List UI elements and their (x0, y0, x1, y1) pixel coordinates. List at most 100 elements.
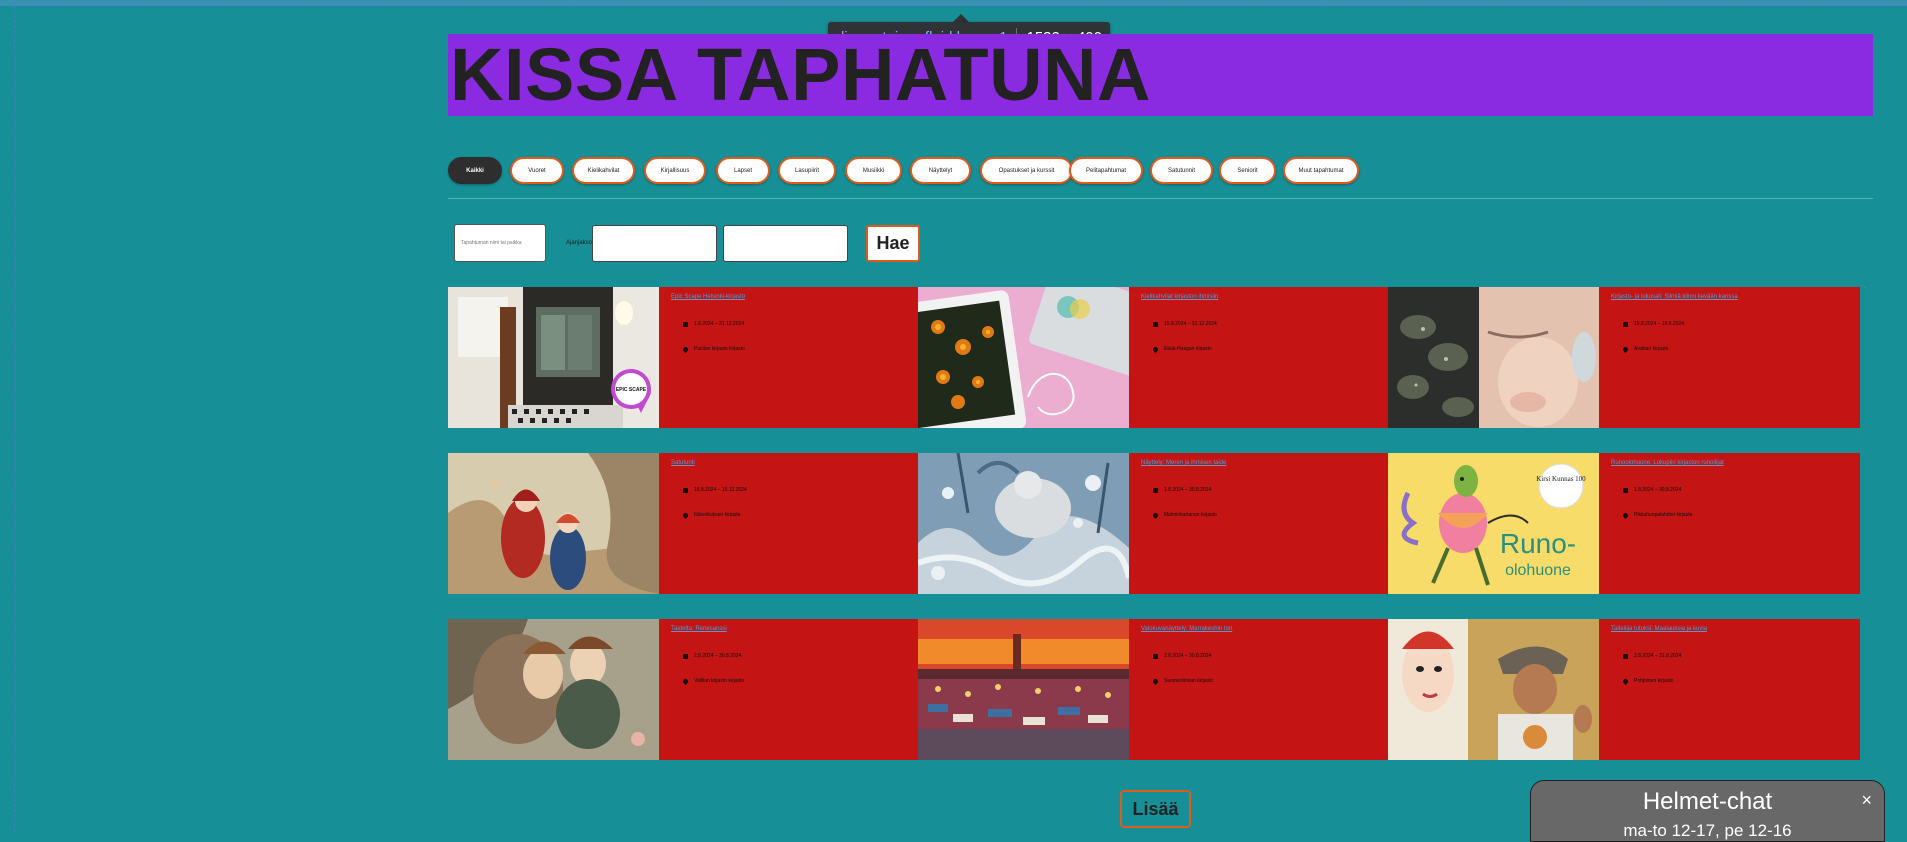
chat-title: Helmet-chat (1642, 788, 1773, 815)
event-image (1388, 619, 1599, 760)
event-title[interactable]: Valokuvanäyttely: Marrakeshin tori (1141, 626, 1233, 632)
event-image: EPIC SCAPE (448, 287, 659, 428)
event-place: Pohjoinen kirjasto (1621, 677, 1673, 685)
calendar-icon (683, 321, 688, 327)
epic-scape-pin-text: EPIC SCAPE (616, 387, 647, 393)
search-input[interactable]: Tapahtuman nimi tai paikka (454, 224, 546, 262)
location-icon (1151, 677, 1160, 685)
location-icon (681, 511, 690, 519)
category-muut[interactable]: Muut tapahtumat (1283, 157, 1359, 184)
calendar-icon (1153, 321, 1158, 327)
event-title[interactable]: Epic Scape Helsinki-kirjasto (671, 294, 746, 300)
event-title[interactable]: Näyttely: Meren ja ihmisen taide (1141, 460, 1227, 466)
calendar-icon (683, 487, 688, 493)
event-card[interactable]: EPIC SCAPE Epic Scape Helsinki-kirjasto … (448, 287, 920, 428)
event-place-text: Pasilan kirjasto kirjasto (694, 346, 745, 352)
category-opastukset[interactable]: Opastukset ja kurssit (980, 157, 1073, 184)
event-dates: 2.8.2024 – 31.8.2024 (1623, 653, 1681, 659)
site-header: KISSA TAPHATUNA (448, 34, 1873, 116)
event-dates: 1.8.2024 – 31.12.2024 (683, 321, 744, 327)
event-title[interactable]: Runoolohuone: Lukupiiri kirjaston runoil… (1611, 460, 1724, 466)
event-place: Malminkartanon kirjasto (1151, 511, 1217, 519)
category-musiikki[interactable]: Musiikki (845, 157, 902, 184)
event-place: Suomenlinnan kirjasto (1151, 677, 1214, 685)
event-card[interactable]: Kirjasto- ja lukusali: Silmiä kiinni kev… (1388, 287, 1860, 428)
event-title[interactable]: Taidetta: Renesanssi (671, 626, 727, 632)
category-lapset[interactable]: Lapset (716, 157, 770, 184)
event-place-text: Arabian kirjasto (1634, 346, 1669, 352)
event-dates: 2.8.2024 – 30.8.2024 (1153, 653, 1211, 659)
chat-hours: ma-to 12-17, pe 12-16 (1623, 821, 1792, 840)
event-place: Pasilan kirjasto kirjasto (681, 345, 745, 353)
olohuone-text: olohuone (1505, 562, 1571, 579)
load-more-button[interactable]: Lisää (1120, 790, 1191, 828)
category-nayttelyt[interactable]: Näyttelyt (910, 157, 971, 184)
site-title: KISSA TAPHATUNA (450, 33, 1151, 116)
event-card[interactable]: Satutunti 16.8.2024 – 15.12.2024 Itäkesk… (448, 453, 920, 594)
chat-widget[interactable]: Helmet-chat × ma-to 12-17, pe 12-16 (1530, 780, 1885, 842)
event-card[interactable]: Näyttely: Meren ja ihmisen taide 1.8.202… (918, 453, 1390, 594)
start-date-input[interactable] (592, 225, 717, 262)
event-place-text: Itäkeskuksen kirjasto (694, 512, 741, 518)
event-place: Pikkuhuopalahden kirjasto (1621, 511, 1693, 519)
close-icon[interactable]: × (1861, 790, 1872, 810)
category-kirjallisuus[interactable]: Kirjallisuus (644, 157, 706, 184)
divider (448, 198, 1873, 199)
event-place: Arabian kirjasto (1621, 345, 1669, 353)
devtools-highlight-left (14, 5, 15, 832)
event-dates: 15.8.2024 – 31.12.2024 (1153, 321, 1217, 327)
event-dates-text: 15.8.2024 – 31.12.2024 (1164, 321, 1217, 327)
calendar-icon (1623, 487, 1628, 493)
event-dates-text: 1.8.2024 – 30.8.2024 (1634, 487, 1682, 493)
category-kielikahvilat[interactable]: Kielikahvilat (572, 157, 635, 184)
event-card[interactable]: Taiteilija tutuksi: Maalauksia ja kuvia … (1388, 619, 1860, 760)
location-icon (681, 677, 690, 685)
location-icon (681, 345, 690, 353)
category-lasupiirit[interactable]: Lasupiirit (778, 157, 836, 184)
end-date-input[interactable] (723, 225, 848, 262)
calendar-icon (1153, 487, 1158, 493)
event-dates-text: 15.8.2024 – 19.6.2024 (1634, 321, 1685, 327)
event-place-text: Pikkuhuopalahden kirjasto (1634, 512, 1693, 518)
event-dates-text: 2.8.2024 – 31.8.2024 (1634, 653, 1682, 659)
event-dates: 2.8.2024 – 30.8.2024 (683, 653, 741, 659)
event-place: Itäkeskuksen kirjasto (681, 511, 741, 519)
event-dates-text: 2.8.2024 – 30.8.2024 (694, 653, 742, 659)
event-place-text: Vallilan kirjasto kirjasto (694, 678, 745, 684)
event-image (448, 453, 659, 594)
category-vuoret[interactable]: Vuoret (510, 157, 564, 184)
search-button[interactable]: Hae (866, 225, 920, 262)
event-dates-text: 1.8.2024 – 31.12.2024 (694, 321, 745, 327)
event-title[interactable]: Satutunti (671, 460, 695, 466)
event-dates-text: 2.8.2024 – 30.8.2024 (1164, 653, 1212, 659)
location-icon (1621, 677, 1630, 685)
event-title[interactable]: Kirjasto- ja lukusali: Silmiä kiinni kev… (1611, 294, 1738, 300)
category-satutunnit[interactable]: Satutunnit (1150, 157, 1213, 184)
event-place-text: Suomenlinnan kirjasto (1164, 678, 1214, 684)
event-place: Vallilan kirjasto kirjasto (681, 677, 745, 685)
category-seniorit[interactable]: Seniorit (1219, 157, 1276, 184)
event-title[interactable]: Kielikahvilat kirjaston ihmisiin (1141, 294, 1219, 300)
event-card[interactable]: Kielikahvilat kirjaston ihmisiin 15.8.20… (918, 287, 1390, 428)
location-icon (1151, 511, 1160, 519)
event-card[interactable]: Taidetta: Renesanssi 2.8.2024 – 30.8.202… (448, 619, 920, 760)
event-dates: 15.8.2024 – 19.6.2024 (1623, 321, 1684, 327)
devtools-highlight-top (0, 0, 1907, 6)
event-card[interactable]: Kirsi Kunnas 100 Runo- olohuone Runooloh… (1388, 453, 1860, 594)
location-icon (1621, 511, 1630, 519)
event-card[interactable]: Valokuvanäyttely: Marrakeshin tori 2.8.2… (918, 619, 1390, 760)
event-dates-text: 16.8.2024 – 15.12.2024 (694, 487, 747, 493)
category-pelitapahtumat[interactable]: Pelitapahtumat (1069, 157, 1143, 184)
event-image (1388, 287, 1599, 428)
event-dates: 16.8.2024 – 15.12.2024 (683, 487, 747, 493)
event-image: Kirsi Kunnas 100 Runo- olohuone (1388, 453, 1599, 594)
devtools-tooltip-arrow (953, 14, 969, 22)
event-title[interactable]: Taiteilija tutuksi: Maalauksia ja kuvia (1611, 626, 1708, 632)
location-icon (1151, 345, 1160, 353)
event-place-text: Malminkartanon kirjasto (1164, 512, 1217, 518)
event-image (918, 619, 1129, 760)
event-place-text: Etelä-Haagan kirjasto (1164, 346, 1212, 352)
event-image (918, 453, 1129, 594)
category-kaikki[interactable]: Kaikki (448, 157, 502, 184)
location-icon (1621, 345, 1630, 353)
